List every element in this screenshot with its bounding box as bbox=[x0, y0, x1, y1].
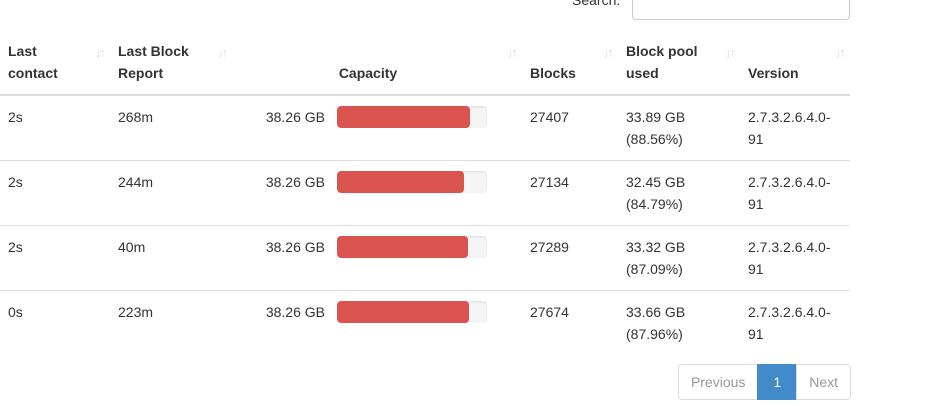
cell-last-contact: 2s bbox=[0, 160, 110, 226]
sort-icon: ↓↑ bbox=[217, 45, 228, 60]
cell-block-pool-used: 33.89 GB (88.56%) bbox=[626, 109, 686, 147]
capacity-bar-fill bbox=[337, 301, 469, 323]
cell-last-contact: 0s bbox=[0, 290, 110, 355]
capacity-bar-fill bbox=[337, 236, 468, 258]
column-label: Capacity bbox=[338, 65, 398, 81]
capacity-bar-fill bbox=[337, 171, 465, 193]
column-label: Blocks bbox=[530, 65, 576, 81]
pagination: Previous 1 Next bbox=[677, 364, 851, 400]
sort-icon: ↓↑ bbox=[95, 45, 106, 60]
cell-last-block-report: 40m bbox=[110, 225, 232, 291]
cell-last-block-report: 244m bbox=[110, 160, 232, 226]
capacity-value: 38.26 GB bbox=[265, 239, 325, 255]
table-row: 0s 223m 38.26 GB 27674 33.66 GB (87.96%)… bbox=[0, 290, 850, 355]
search-input[interactable] bbox=[632, 0, 850, 20]
column-header-block-pool-used[interactable]: Block pool used ↓↑ bbox=[618, 32, 740, 96]
cell-block-pool-used: 32.45 GB (84.79%) bbox=[618, 160, 740, 226]
cell-last-block-report: 268m bbox=[118, 109, 154, 125]
cell-last-block-report: 223m bbox=[110, 290, 232, 355]
cell-capacity: 38.26 GB bbox=[232, 160, 522, 226]
sort-icon: ↓↑ bbox=[725, 45, 736, 60]
column-label: Block pool used bbox=[626, 43, 698, 81]
table-row: 2s 244m 38.26 GB 27134 32.45 GB (84.79%)… bbox=[0, 160, 850, 226]
capacity-value: 38.26 GB bbox=[265, 304, 325, 320]
cell-capacity: 38.26 GB bbox=[232, 95, 522, 161]
cell-block-pool-used: 33.66 GB (87.96%) bbox=[618, 290, 740, 355]
sort-icon: ↓↑ bbox=[507, 45, 518, 60]
previous-button[interactable]: Previous bbox=[677, 364, 759, 400]
capacity-bar-fill bbox=[337, 106, 470, 128]
cell-version: 2.7.3.2.6.4.0-91 bbox=[748, 109, 831, 147]
table-row: 2s 268m 38.26 GB 27407 33.89 GB (88.56%)… bbox=[0, 95, 850, 161]
sort-icon: ↓↑ bbox=[603, 45, 614, 60]
cell-blocks: 27407 bbox=[530, 109, 569, 125]
page-1-button[interactable]: 1 bbox=[757, 364, 798, 400]
capacity-value: 38.26 GB bbox=[265, 109, 325, 125]
capacity-bar bbox=[337, 106, 487, 128]
search-label: Search: bbox=[572, 0, 621, 8]
cell-blocks: 27134 bbox=[522, 160, 618, 226]
cell-version: 2.7.3.2.6.4.0-91 bbox=[740, 160, 850, 226]
cell-capacity: 38.26 GB bbox=[232, 225, 522, 291]
capacity-value: 38.26 GB bbox=[265, 174, 325, 190]
column-header-blocks[interactable]: Blocks ↓↑ bbox=[522, 32, 618, 96]
column-header-last-block-report[interactable]: Last Block Report ↓↑ bbox=[110, 32, 232, 96]
cell-blocks: 27289 bbox=[522, 225, 618, 291]
capacity-bar bbox=[337, 236, 487, 258]
cell-version: 2.7.3.2.6.4.0-91 bbox=[740, 290, 850, 355]
cell-blocks: 27674 bbox=[522, 290, 618, 355]
table-row: 2s 40m 38.26 GB 27289 33.32 GB (87.09%) … bbox=[0, 225, 850, 291]
column-label: Last contact bbox=[8, 43, 58, 81]
next-button[interactable]: Next bbox=[796, 364, 851, 400]
column-label: Version bbox=[748, 65, 799, 81]
column-header-last-contact[interactable]: Last contact ↓↑ bbox=[0, 32, 110, 96]
sort-icon: ↓↑ bbox=[835, 45, 846, 60]
cell-last-contact: 2s bbox=[0, 225, 110, 291]
capacity-bar bbox=[337, 171, 487, 193]
column-header-capacity[interactable]: Capacity ↓↑ bbox=[232, 32, 522, 96]
datanodes-table: Last contact ↓↑ Last Block Report ↓↑ Cap… bbox=[0, 32, 850, 355]
column-label: Last Block Report bbox=[118, 43, 189, 81]
capacity-bar bbox=[337, 301, 487, 323]
cell-last-contact: 2s bbox=[8, 109, 23, 125]
cell-block-pool-used: 33.32 GB (87.09%) bbox=[618, 225, 740, 291]
cell-version: 2.7.3.2.6.4.0-91 bbox=[740, 225, 850, 291]
table-header-row: Last contact ↓↑ Last Block Report ↓↑ Cap… bbox=[0, 32, 850, 96]
cell-capacity: 38.26 GB bbox=[232, 290, 522, 355]
column-header-version[interactable]: Version ↓↑ bbox=[740, 32, 850, 96]
